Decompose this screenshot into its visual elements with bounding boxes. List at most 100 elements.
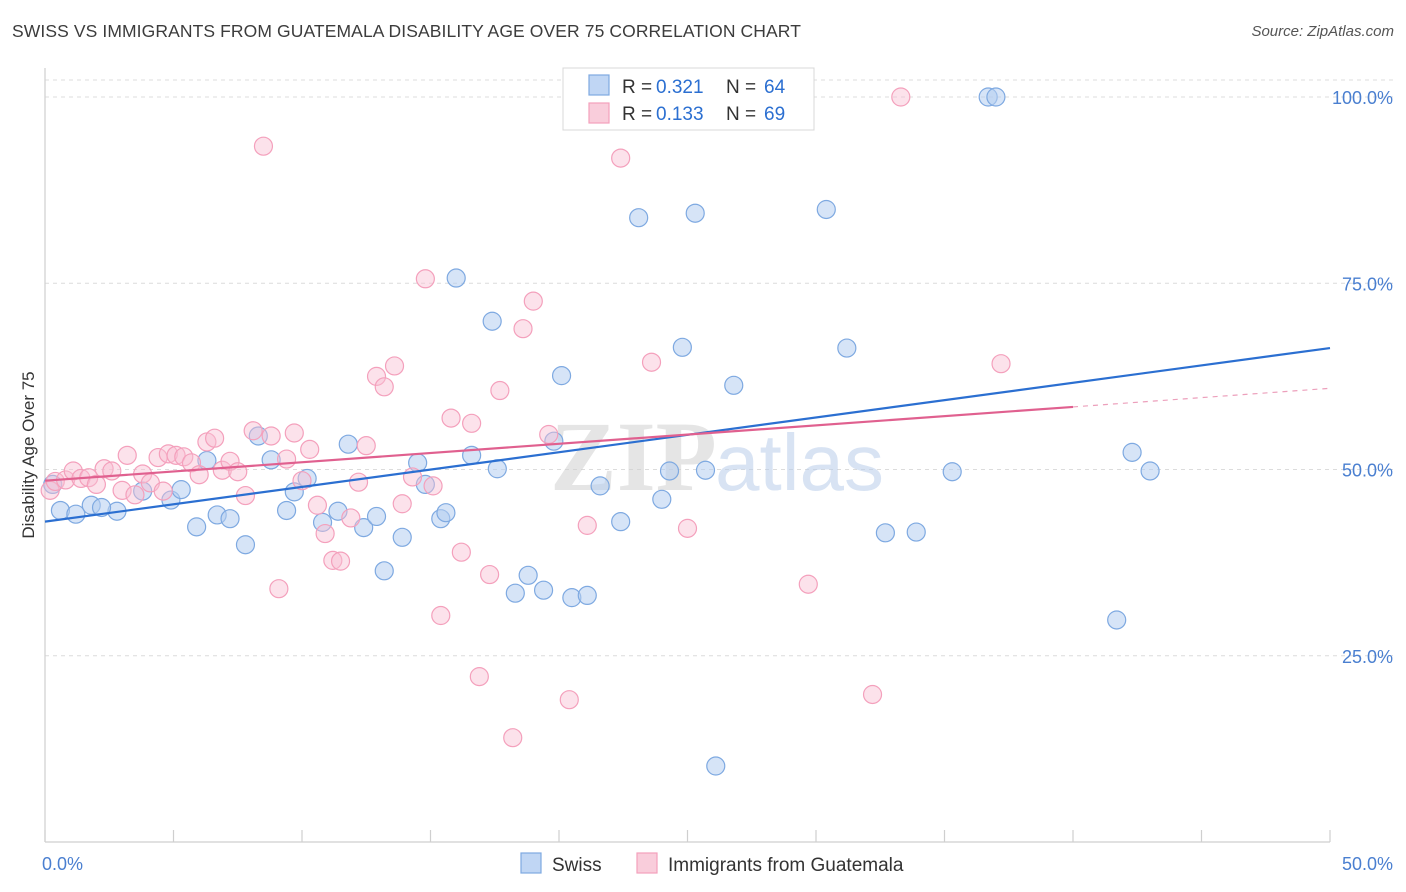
guatemala-point — [125, 485, 145, 505]
guatemala-point — [330, 551, 351, 571]
guatemala-point — [307, 495, 328, 515]
swiss-point — [312, 512, 333, 532]
swiss-point — [1140, 461, 1160, 481]
guatemala-point — [153, 481, 173, 501]
swiss-point — [986, 87, 1006, 107]
guatemala-point — [112, 480, 132, 500]
y-tick-label: 25.0% — [1342, 647, 1393, 667]
guatemala-point — [276, 449, 297, 469]
guatemala-point — [641, 352, 662, 372]
swiss-point — [816, 199, 836, 220]
guatemala-point — [384, 356, 405, 376]
guatemala-point — [341, 508, 361, 528]
swiss-point — [392, 527, 412, 547]
swiss-point — [505, 583, 525, 603]
swiss-point — [533, 580, 554, 600]
swiss-point — [629, 208, 649, 228]
guatemala-point — [423, 476, 443, 496]
y-axis-title: Disability Age Over 75 — [19, 371, 38, 538]
bottom-legend-guatemala: Immigrants from Guatemala — [668, 855, 904, 876]
guatemala-point — [315, 523, 335, 544]
y-tick-label: 50.0% — [1342, 461, 1393, 481]
guatemala-point — [356, 436, 376, 456]
guatemala-point — [513, 319, 533, 339]
swiss-point — [1107, 610, 1127, 630]
guatemala-point — [205, 428, 225, 448]
swiss-point — [171, 480, 191, 500]
swiss-point — [354, 518, 374, 538]
guatemala-point — [269, 579, 289, 599]
guatemala-point — [462, 413, 482, 433]
guatemala-point — [220, 451, 240, 471]
swiss-point — [482, 311, 502, 331]
swiss-point — [611, 512, 631, 532]
swiss-point — [374, 561, 394, 581]
legend-swatch-guatemala — [588, 102, 610, 124]
guatemala-point — [490, 380, 510, 401]
swiss-point — [695, 460, 716, 480]
guatemala-point — [577, 515, 597, 535]
guatemala-trend-line — [44, 405, 1074, 482]
guatemala-point — [539, 424, 559, 445]
swiss-point — [518, 565, 538, 585]
axes — [44, 68, 1331, 843]
swiss-point — [366, 506, 387, 527]
guatemala-point — [94, 459, 114, 479]
watermark-zip: ZIP — [550, 401, 717, 512]
guatemala-point — [451, 542, 471, 562]
guatemala-point — [261, 426, 281, 446]
guatemala-point — [503, 728, 523, 748]
legend: R = 0.321 N = 64 R = 0.133 N = 69 — [562, 67, 815, 131]
gridlines — [45, 79, 1395, 657]
guatemala-point — [348, 472, 369, 492]
swiss-point — [91, 497, 112, 518]
swiss-point — [685, 203, 705, 223]
swiss-point — [235, 535, 256, 555]
chart-title: SWISS VS IMMIGRANTS FROM GUATEMALA DISAB… — [12, 21, 801, 41]
guatemala-point — [891, 87, 911, 107]
guatemala-point — [181, 453, 202, 473]
watermark-atlas: atlas — [715, 418, 884, 507]
guatemala-point — [862, 684, 883, 705]
guatemala-point — [480, 564, 500, 585]
y-tick-label: 100.0% — [1332, 88, 1393, 108]
legend-r-label: R = — [622, 77, 652, 98]
bottom-legend-swatch-swiss — [520, 852, 542, 874]
guatemala-point — [284, 423, 304, 443]
guatemala-point — [292, 471, 312, 491]
swiss-point — [906, 522, 926, 542]
guatemala-point — [158, 444, 178, 464]
legend-n-value: 64 — [764, 77, 786, 98]
swiss-point — [577, 585, 597, 606]
guatemala-point — [166, 445, 186, 465]
swiss-point — [942, 462, 962, 482]
guatemala-point — [415, 269, 435, 289]
guatemala-point — [374, 377, 394, 397]
guatemala-point — [559, 690, 579, 710]
legend-swatch-swiss — [588, 74, 610, 96]
swiss-point — [551, 366, 572, 386]
watermark: ZIP atlas — [550, 401, 884, 512]
guatemala-point — [991, 354, 1011, 374]
source-label: Source: ZipAtlas.com — [1251, 23, 1394, 40]
legend-r-value: 0.321 — [656, 77, 704, 98]
legend-n-label: N = — [726, 104, 756, 125]
guatemala-point — [300, 439, 320, 459]
swiss-point — [837, 338, 857, 358]
swiss-point — [187, 517, 207, 537]
swiss-point — [652, 489, 672, 509]
swiss-point — [338, 434, 358, 454]
swiss-point — [1122, 442, 1142, 462]
guatemala-point — [323, 550, 343, 570]
guatemala-point — [366, 366, 387, 386]
bottom-legend-swiss: Swiss — [552, 855, 602, 876]
guatemala-point — [253, 136, 274, 156]
guatemala-point — [469, 667, 489, 687]
swiss-point — [446, 268, 466, 288]
guatemala-point — [523, 291, 543, 311]
x-tick-label: 0.0% — [42, 854, 83, 874]
guatemala-point — [611, 148, 631, 168]
legend-r-label: R = — [622, 104, 652, 125]
bottom-legend-swatch-guatemala — [636, 852, 658, 874]
